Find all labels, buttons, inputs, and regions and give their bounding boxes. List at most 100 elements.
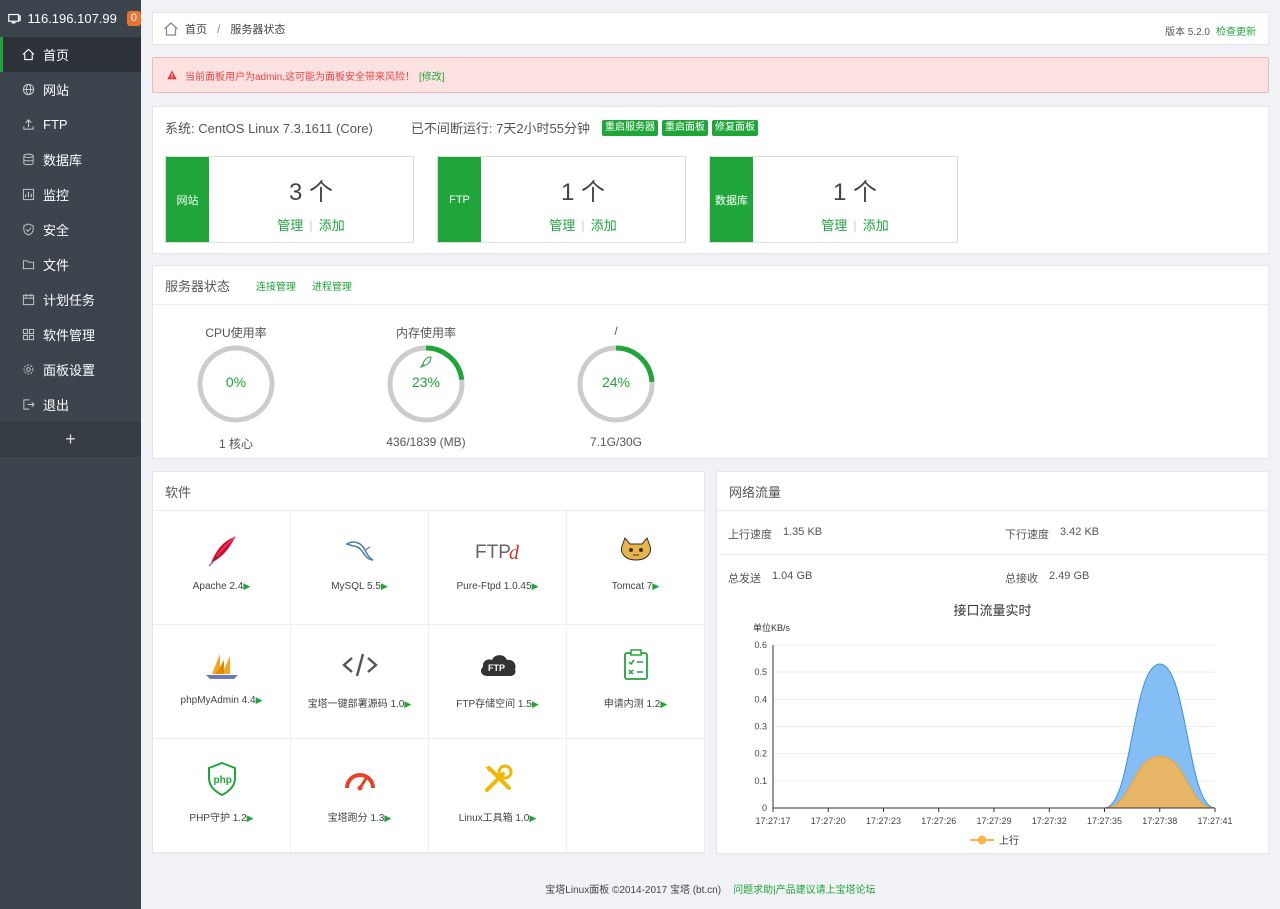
version-area: 版本 5.2.0 检查更新	[1165, 23, 1256, 38]
play-icon: ▶	[652, 581, 660, 591]
warning-fix-link[interactable]: [修改]	[419, 71, 445, 83]
stat-card-ftp: FTP 1 个 管理 | 添加	[437, 156, 686, 243]
gauge-track	[197, 345, 275, 423]
svg-text:php: php	[213, 775, 231, 786]
copyright-text: 宝塔Linux面板 ©2014-2017 宝塔 (bt.cn)	[545, 885, 722, 896]
software-item-linux-toolbox[interactable]: Linux工具箱 1.0▶	[429, 739, 567, 853]
gauge-title: 内存使用率	[395, 326, 456, 340]
process-manage-link[interactable]: 进程管理	[312, 281, 353, 293]
software-name: Tomcat 7	[611, 581, 653, 592]
play-icon: ▶	[404, 699, 412, 709]
stat-card-database: 数据库 1 个 管理 | 添加	[709, 156, 958, 243]
stat-actions: 管理 | 添加	[821, 218, 889, 233]
software-item-tomcat[interactable]: Tomcat 7▶	[567, 511, 705, 625]
repair-panel-button[interactable]: 修复面板	[712, 119, 759, 136]
stat-actions: 管理 | 添加	[277, 218, 345, 233]
total-recv-label: 总接收	[1005, 573, 1038, 585]
sidebar-item-label: 安全	[43, 223, 70, 238]
software-item-php-guard[interactable]: php PHP守护 1.2▶	[153, 739, 291, 853]
down-speed-value: 3.42 KB	[1060, 526, 1100, 538]
logout-icon	[22, 398, 35, 411]
software-item-benchmark[interactable]: 宝塔跑分 1.3▶	[291, 739, 429, 853]
sidebar: 116.196.107.99 0 首页 网站 FTP 数据库 监控 安全	[0, 0, 141, 909]
check-update-link[interactable]: 检查更新	[1216, 27, 1256, 38]
speed-row: 上行速度 1.35 KB 下行速度 3.42 KB	[717, 511, 1268, 555]
forum-link[interactable]: 问题求助|产品建议请上宝塔论坛	[733, 885, 876, 896]
cpu-gauge[interactable]: CPU使用率 0% 1 核心	[176, 324, 296, 452]
software-name: Apache 2.4	[192, 581, 244, 592]
add-link[interactable]: 添加	[862, 218, 889, 233]
database-icon	[22, 153, 35, 166]
software-name: MySQL 5.5	[331, 581, 381, 592]
sidebar-item-software[interactable]: 软件管理	[0, 317, 141, 352]
software-item-ftp-storage[interactable]: FTP FTP存储空间 1.5▶	[429, 625, 567, 739]
gauge-detail: 7.1G/30G	[589, 435, 643, 449]
software-item-pure-ftpd[interactable]: FTP d Pure-Ftpd 1.0.45▶	[429, 511, 567, 625]
sidebar-item-label: 面板设置	[43, 363, 96, 378]
add-link[interactable]: 添加	[590, 218, 617, 233]
panel-title: 网络流量	[729, 484, 782, 500]
sidebar-item-logout[interactable]: 退出	[0, 387, 141, 422]
folder-icon	[22, 258, 35, 271]
sidebar-item-cron[interactable]: 计划任务	[0, 282, 141, 317]
play-icon: ▶	[660, 699, 668, 709]
rocket-icon	[419, 356, 432, 369]
sidebar-menu: 首页 网站 FTP 数据库 监控 安全 文件 计划任务	[0, 37, 141, 422]
globe-icon	[22, 83, 35, 96]
manage-link[interactable]: 管理	[821, 218, 848, 233]
sidebar-item-website[interactable]: 网站	[0, 72, 141, 107]
manage-link[interactable]: 管理	[277, 218, 304, 233]
gauge-fill	[577, 345, 655, 423]
y-tick-label: 0.1	[754, 776, 767, 786]
restart-server-button[interactable]: 重启服务器	[602, 119, 659, 136]
total-sent-value: 1.04 GB	[772, 570, 813, 582]
connection-manage-link[interactable]: 连接管理	[256, 281, 297, 293]
monitor-icon	[8, 13, 21, 23]
restart-panel-button[interactable]: 重启面板	[662, 119, 709, 136]
manage-link[interactable]: 管理	[549, 218, 576, 233]
software-item-deploy-source[interactable]: 宝塔一键部署源码 1.0▶	[291, 625, 429, 739]
legend-label[interactable]: 上行	[999, 834, 1019, 847]
tools-icon	[484, 764, 512, 792]
y-tick-label: 0.2	[754, 749, 767, 759]
series-area-1	[773, 755, 1216, 809]
y-tick-label: 0	[762, 803, 767, 813]
stat-tag: FTP	[438, 157, 481, 242]
software-item-beta-apply[interactable]: 申请内测 1.2▶	[567, 625, 705, 739]
gauge-ring	[387, 345, 465, 423]
software-item-mysql[interactable]: MySQL 5.5▶	[291, 511, 429, 625]
sidebar-item-label: 退出	[43, 398, 70, 413]
sidebar-item-monitor[interactable]: 监控	[0, 177, 141, 212]
software-item-phpmyadmin[interactable]: phpMyAdmin 4.4▶	[153, 625, 291, 739]
total-row: 总发送 1.04 GB 总接收 2.49 GB	[717, 555, 1268, 599]
warning-icon	[167, 70, 177, 80]
sidebar-item-label: 数据库	[43, 153, 83, 168]
sidebar-item-home[interactable]: 首页	[0, 37, 141, 72]
play-icon: ▶	[531, 699, 539, 709]
play-icon: ▶	[529, 813, 537, 823]
sidebar-item-database[interactable]: 数据库	[0, 142, 141, 177]
sidebar-item-files[interactable]: 文件	[0, 247, 141, 282]
sidebar-item-security[interactable]: 安全	[0, 212, 141, 247]
gauge-detail: 1 核心	[218, 437, 253, 451]
software-item-apache[interactable]: Apache 2.4▶	[153, 511, 291, 625]
grid-icon	[22, 328, 35, 341]
server-ip: 116.196.107.99	[27, 11, 117, 26]
disk-gauge[interactable]: / 24% 7.1G/30G	[556, 324, 676, 449]
home-icon[interactable]	[163, 21, 179, 37]
sidebar-item-ftp[interactable]: FTP	[0, 107, 141, 142]
breadcrumb-home[interactable]: 首页	[185, 23, 207, 36]
uptime-info: 已不间断运行: 7天2小时55分钟	[410, 121, 591, 136]
notification-badge[interactable]: 0	[126, 11, 141, 26]
memory-gauge[interactable]: 内存使用率 23% 436/1839 (MB)	[366, 324, 486, 449]
software-name: 申请内测 1.2	[603, 699, 661, 710]
total-recv-value: 2.49 GB	[1049, 570, 1090, 582]
sidebar-add-button[interactable]: +	[0, 422, 141, 457]
x-tick-label: 17:27:29	[976, 816, 1011, 826]
add-link[interactable]: 添加	[318, 218, 345, 233]
php-shield-icon: php	[207, 761, 236, 797]
breadcrumb-separator: /	[217, 21, 221, 36]
sidebar-item-settings[interactable]: 面板设置	[0, 352, 141, 387]
gauge-ring	[577, 345, 655, 423]
